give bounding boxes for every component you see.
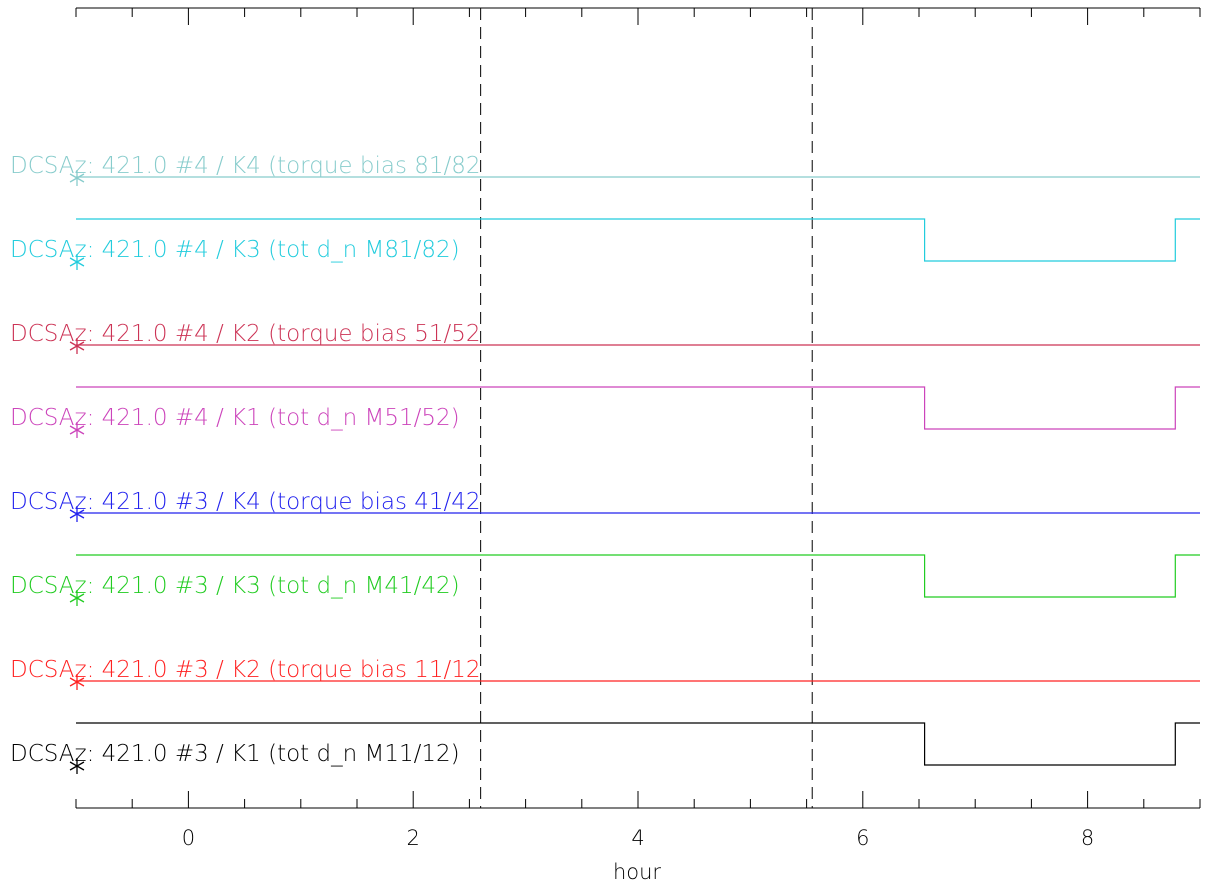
- x-tick-label: 2: [407, 826, 420, 850]
- marker-stroke: [69, 257, 85, 267]
- x-tick-label: 0: [182, 826, 195, 850]
- x-tick-label: 8: [1081, 826, 1094, 850]
- series-label: DCSAz: 421.0 #4 / K2 (torque bias 51/52: [10, 321, 481, 347]
- x-tick-label: 4: [631, 826, 644, 850]
- series-label: DCSAz: 421.0 #3 / K3 (tot d_n M41/42): [10, 573, 460, 599]
- series-label: DCSAz: 421.0 #4 / K4 (torque bias 81/82: [10, 153, 481, 179]
- series-line: [76, 722, 1200, 766]
- marker-stroke: [69, 509, 85, 519]
- series-marker: [69, 758, 85, 774]
- series-label: DCSAz: 421.0 #3 / K2 (torque bias 11/12: [10, 657, 481, 683]
- series-marker: [69, 590, 85, 606]
- x-axis-label: hour: [613, 860, 661, 884]
- marker-stroke: [69, 677, 85, 687]
- series-marker: [69, 170, 85, 186]
- marker-stroke: [69, 341, 85, 351]
- series-marker: [69, 422, 85, 438]
- marker-stroke: [69, 593, 85, 603]
- series-line: [76, 554, 1200, 598]
- series-line: [76, 386, 1200, 430]
- marker-stroke: [69, 173, 85, 183]
- series-label: DCSAz: 421.0 #4 / K1 (tot d_n M51/52): [10, 405, 460, 431]
- x-tick-label: 6: [856, 826, 869, 850]
- vertical-markers: [480, 8, 813, 808]
- series-marker: [69, 254, 85, 270]
- series-marker: [69, 674, 85, 690]
- series-label: DCSAz: 421.0 #3 / K1 (tot d_n M11/12): [10, 741, 460, 767]
- series-label: DCSAz: 421.0 #3 / K4 (torque bias 41/42: [10, 489, 481, 515]
- series-marker: [69, 506, 85, 522]
- series-label: DCSAz: 421.0 #4 / K3 (tot d_n M81/82): [10, 237, 460, 263]
- x-tick-labels: 0 2 4 6 8: [182, 826, 1095, 850]
- series-marker: [69, 338, 85, 354]
- marker-stroke: [69, 425, 85, 435]
- series-line: [76, 218, 1200, 262]
- series-group: DCSAz: 421.0 #3 / K1 (tot d_n M11/12) DCS…: [10, 153, 1200, 774]
- marker-stroke: [69, 761, 85, 771]
- x-axis-ticks: [75, 8, 1201, 808]
